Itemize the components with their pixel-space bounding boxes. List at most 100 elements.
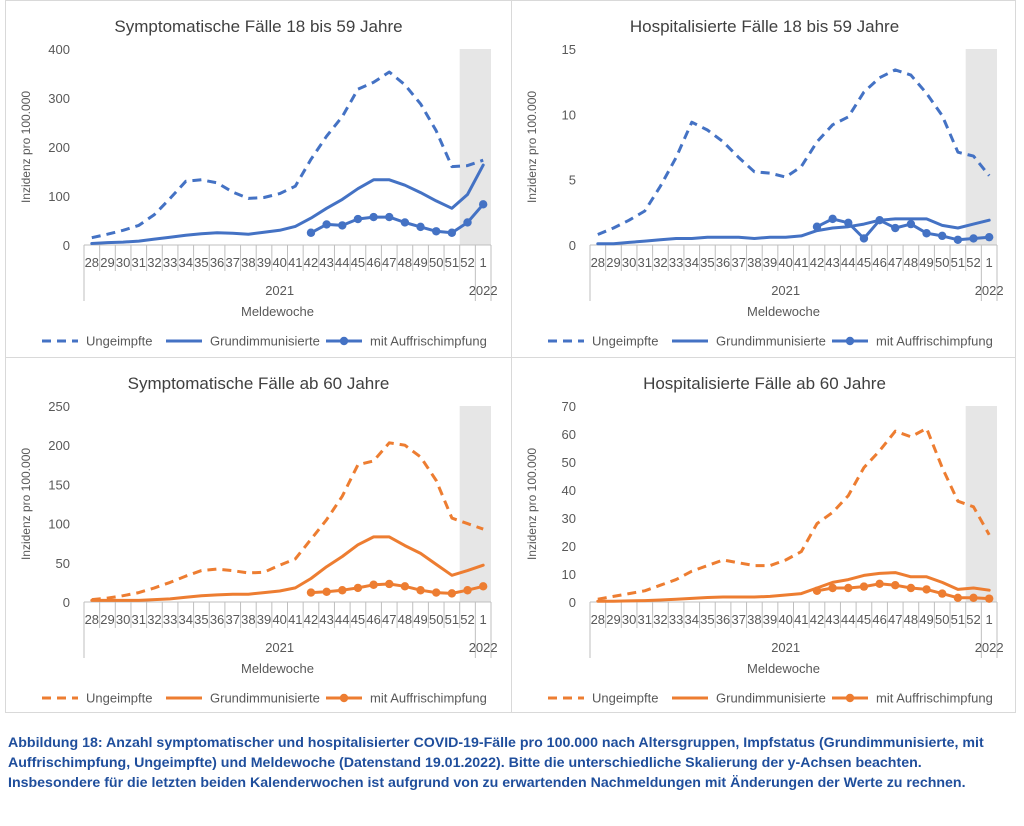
data-point-mit-auffrischimpfung — [906, 219, 916, 229]
x-tick-label: 28 — [591, 255, 605, 270]
shaded-preliminary-region — [965, 49, 997, 245]
x-tick-label: 47 — [888, 612, 902, 627]
x-tick-label: 37 — [731, 255, 745, 270]
y-axis-label: Inzidenz pro 100.000 — [19, 448, 33, 560]
x-tick-label: 1 — [480, 255, 487, 270]
x-tick-label: 43 — [825, 255, 839, 270]
x-tick-label: 44 — [335, 255, 349, 270]
data-point-mit-auffrischimpfung — [322, 587, 331, 597]
data-point-mit-auffrischimpfung — [400, 582, 410, 591]
x-tick-label: 39 — [257, 612, 271, 627]
x-tick-label: 46 — [366, 612, 380, 627]
data-point-mit-auffrischimpfung — [463, 586, 472, 595]
data-point-mit-auffrischimpfung — [306, 228, 316, 237]
x-axis-label: Meldewoche — [241, 661, 314, 676]
x-tick-label: 47 — [382, 255, 396, 270]
x-tick-label: 51 — [445, 612, 459, 627]
x-tick-label: 33 — [163, 255, 177, 270]
y-tick-label: 0 — [63, 595, 70, 610]
legend-label: mit Auffrischimpfung — [876, 691, 993, 706]
series-line-mit-auffrischimpfung — [309, 202, 485, 235]
x-tick-label: 50 — [935, 612, 949, 627]
x-tick-label: 28 — [591, 612, 605, 627]
x-tick-label: 1 — [986, 255, 993, 270]
data-point-mit-auffrischimpfung — [859, 582, 869, 591]
x-axis-label: Meldewoche — [747, 661, 820, 676]
data-point-mit-auffrischimpfung — [812, 222, 822, 231]
data-point-mit-auffrischimpfung — [906, 583, 916, 593]
data-point-mit-auffrischimpfung — [953, 593, 963, 602]
x-tick-label: 51 — [951, 612, 965, 627]
x-tick-label: 36 — [716, 255, 730, 270]
chart-svg: Symptomatische Fälle 18 bis 59 Jahre Inzi… — [19, 17, 498, 349]
x-tick-label: 37 — [225, 255, 239, 270]
data-point-mit-auffrischimpfung — [891, 581, 900, 590]
x-year-label: 2022 — [975, 283, 1004, 298]
x-tick-label: 40 — [778, 612, 792, 627]
x-tick-label: 41 — [288, 255, 302, 270]
data-point-mit-auffrischimpfung — [369, 212, 378, 222]
data-point-mit-auffrischimpfung — [463, 218, 472, 227]
series-line-ungeimpfte — [597, 426, 991, 601]
data-point-mit-auffrischimpfung — [416, 222, 425, 232]
x-tick-label: 30 — [622, 255, 636, 270]
legend-marker — [845, 336, 855, 346]
x-tick-label: 51 — [951, 255, 965, 270]
data-point-mit-auffrischimpfung — [812, 586, 822, 595]
y-tick-label: 250 — [48, 399, 70, 414]
x-tick-label: 48 — [904, 255, 918, 270]
x-year-label: 2021 — [771, 283, 800, 298]
y-tick-label: 15 — [562, 42, 576, 57]
y-tick-label: 300 — [48, 91, 70, 106]
legend-label: Grundimmunisierte — [210, 334, 320, 349]
x-tick-label: 1 — [480, 612, 487, 627]
y-tick-label: 30 — [562, 511, 576, 526]
series-line-ungeimpfte — [91, 441, 484, 602]
legend-label: Ungeimpfte — [86, 691, 152, 706]
y-tick-label: 20 — [562, 539, 576, 554]
data-point-mit-auffrischimpfung — [432, 227, 441, 236]
x-tick-label: 36 — [716, 612, 730, 627]
data-point-mit-auffrischimpfung — [828, 583, 837, 593]
legend-label: Ungeimpfte — [592, 334, 658, 349]
data-point-mit-auffrischimpfung — [353, 214, 363, 224]
chart-svg: Hospitalisierte Fälle ab 60 Jahre Inziden… — [525, 374, 1004, 706]
x-tick-label: 37 — [225, 612, 239, 627]
legend-marker — [845, 693, 855, 703]
data-point-mit-auffrischimpfung — [447, 228, 457, 237]
series-line-grundimmunisierte — [90, 163, 485, 245]
x-tick-label: 50 — [429, 255, 443, 270]
x-tick-label: 39 — [763, 255, 777, 270]
x-tick-label: 51 — [445, 255, 459, 270]
x-year-label: 2021 — [771, 640, 800, 655]
figure-grid: Symptomatische Fälle 18 bis 59 Jahre Inzi… — [5, 0, 1016, 713]
x-year-label: 2022 — [975, 640, 1004, 655]
x-tick-label: 42 — [304, 255, 318, 270]
data-point-mit-auffrischimpfung — [322, 220, 331, 229]
data-point-mit-auffrischimpfung — [369, 580, 378, 589]
y-tick-label: 40 — [562, 483, 576, 498]
y-axis-label: Inzidenz pro 100.000 — [19, 91, 33, 203]
chart-title: Symptomatische Fälle 18 bis 59 Jahre — [114, 17, 402, 36]
x-tick-label: 29 — [606, 612, 620, 627]
x-tick-label: 33 — [163, 612, 177, 627]
x-tick-label: 49 — [919, 612, 933, 627]
data-point-mit-auffrischimpfung — [478, 200, 488, 209]
x-tick-label: 49 — [413, 255, 427, 270]
series-line-ungeimpfte — [597, 68, 991, 236]
chart-panel-hospitalized-60plus: Hospitalisierte Fälle ab 60 Jahre Inziden… — [512, 358, 1017, 714]
x-tick-label: 31 — [132, 612, 146, 627]
x-year-label: 2021 — [265, 283, 294, 298]
y-axis-label: Inzidenz pro 100.000 — [525, 448, 539, 560]
data-point-mit-auffrischimpfung — [938, 589, 947, 598]
x-tick-label: 39 — [257, 255, 271, 270]
x-tick-label: 28 — [85, 612, 99, 627]
x-tick-label: 37 — [731, 612, 745, 627]
series-line-ungeimpfte — [91, 70, 484, 240]
x-tick-label: 42 — [810, 612, 824, 627]
data-point-mit-auffrischimpfung — [416, 586, 425, 595]
x-tick-label: 44 — [841, 612, 855, 627]
x-axis-label: Meldewoche — [747, 304, 820, 319]
data-point-mit-auffrischimpfung — [353, 583, 363, 593]
x-tick-label: 39 — [763, 612, 777, 627]
